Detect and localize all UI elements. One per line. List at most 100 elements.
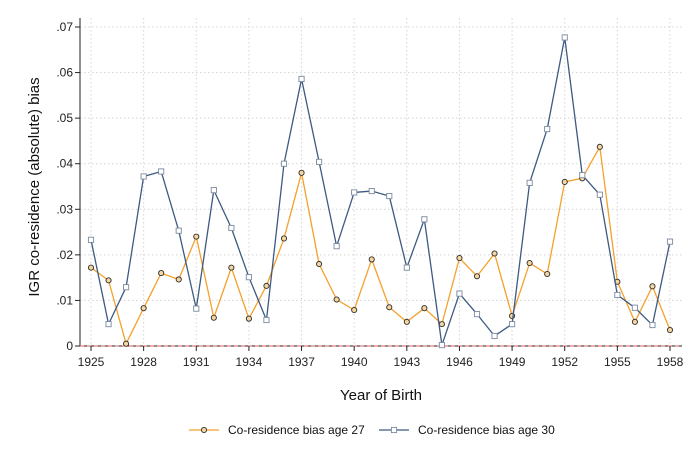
data-point-square: [210, 187, 217, 194]
data-point-circle: [245, 315, 252, 322]
series-line: [90, 146, 671, 345]
plot-area: [80, 18, 682, 348]
x-tick-label: 1925: [78, 355, 105, 369]
data-point-square: [631, 304, 638, 311]
data-point-circle: [438, 321, 445, 328]
data-point-circle: [351, 306, 358, 314]
data-point-circle: [421, 305, 428, 312]
y-tick-label: .03: [56, 202, 73, 216]
data-point-square: [263, 316, 270, 324]
data-point-square: [403, 264, 410, 271]
data-point-circle: [544, 270, 551, 278]
y-axis-title: IGR co-residence (absolute) bias: [26, 77, 43, 296]
data-point-circle: [228, 264, 235, 271]
data-point-square: [351, 189, 358, 196]
data-point-square: [245, 274, 252, 281]
y-tick-label: .07: [56, 20, 73, 34]
data-point-circle: [473, 273, 481, 280]
data-point-circle: [368, 256, 375, 263]
x-tick-label: 1940: [341, 355, 368, 369]
data-point-circle: [140, 305, 147, 312]
y-tick-label: .04: [56, 157, 73, 171]
x-tick-label: 1952: [551, 355, 578, 369]
data-point-square: [175, 227, 182, 234]
y-axis-ticks: 0 .01 .02 .03 .04 .05 .06 .07: [56, 20, 80, 353]
data-point-circle: [123, 340, 130, 347]
x-tick-label: 1937: [288, 355, 315, 369]
data-point-circle: [403, 318, 410, 325]
legend: Co-residence bias age 27 Co-residence bia…: [189, 423, 555, 437]
data-point-square: [649, 321, 656, 329]
legend-item-2: Co-residence bias age 30: [379, 423, 555, 437]
data-point-circle: [333, 296, 340, 303]
data-point-square: [526, 179, 533, 186]
data-point-circle: [87, 264, 95, 271]
data-point-square: [193, 305, 200, 312]
data-point-square: [438, 342, 445, 349]
data-point-square: [491, 332, 498, 340]
x-tick-label: 1934: [236, 355, 263, 369]
data-point-square: [333, 243, 340, 250]
data-point-circle: [175, 276, 182, 283]
legend-label: Co-residence bias age 30: [418, 423, 555, 437]
data-point-circle: [316, 260, 323, 268]
data-point-circle: [666, 326, 674, 334]
data-point-square: [421, 216, 428, 223]
data-point-square: [386, 193, 393, 200]
data-point-square: [368, 188, 375, 195]
x-tick-label: 1958: [657, 355, 684, 369]
data-point-circle: [649, 283, 656, 290]
data-point-square: [280, 160, 288, 167]
data-point-square: [561, 34, 568, 41]
y-tick-label: .05: [56, 111, 73, 125]
data-point-square: [140, 173, 147, 180]
x-axis-title: Year of Birth: [340, 387, 422, 404]
data-point-circle: [526, 260, 533, 267]
data-point-circle: [386, 304, 393, 311]
x-tick-label: 1946: [446, 355, 473, 369]
y-tick-label: .06: [56, 66, 73, 80]
gridlines: [80, 18, 682, 346]
data-point-square: [666, 238, 674, 245]
x-tick-label: 1931: [183, 355, 210, 369]
data-point-square: [158, 168, 165, 175]
series-group: [87, 34, 674, 349]
data-point-square: [298, 75, 305, 83]
legend-item-1: Co-residence bias age 27: [189, 423, 365, 437]
data-point-square: [456, 290, 463, 297]
data-point-circle: [456, 254, 463, 262]
y-tick-label: .02: [56, 248, 73, 262]
data-point-circle: [631, 318, 638, 325]
series-2: [87, 34, 674, 349]
x-tick-label: 1955: [604, 355, 631, 369]
data-point-square: [123, 284, 130, 291]
legend-marker-square: [390, 426, 398, 434]
data-point-circle: [263, 282, 270, 289]
data-point-square: [509, 321, 516, 328]
data-point-square: [544, 126, 551, 133]
data-point-circle: [561, 178, 568, 185]
data-point-circle: [491, 250, 498, 257]
data-point-square: [596, 191, 603, 198]
x-tick-label: 1928: [130, 355, 157, 369]
y-tick-label: .01: [56, 293, 73, 307]
data-point-square: [579, 172, 586, 179]
data-point-circle: [105, 277, 112, 284]
data-point-square: [228, 224, 235, 232]
data-point-circle: [158, 270, 165, 277]
x-axis-ticks: 1925 1928 1931 1934 1937 1940 1943 1946 1949 1952…: [78, 346, 684, 369]
series-1: [87, 143, 674, 347]
legend-marker-circle: [200, 426, 208, 434]
data-point-circle: [210, 314, 217, 321]
legend-label: Co-residence bias age 27: [228, 423, 365, 437]
data-point-circle: [193, 233, 200, 240]
data-point-circle: [596, 143, 603, 150]
data-point-circle: [280, 235, 288, 242]
data-point-square: [87, 236, 95, 243]
data-point-square: [316, 158, 323, 165]
data-point-square: [473, 311, 481, 318]
x-tick-label: 1949: [499, 355, 526, 369]
series-line: [90, 36, 671, 346]
x-tick-label: 1943: [393, 355, 420, 369]
